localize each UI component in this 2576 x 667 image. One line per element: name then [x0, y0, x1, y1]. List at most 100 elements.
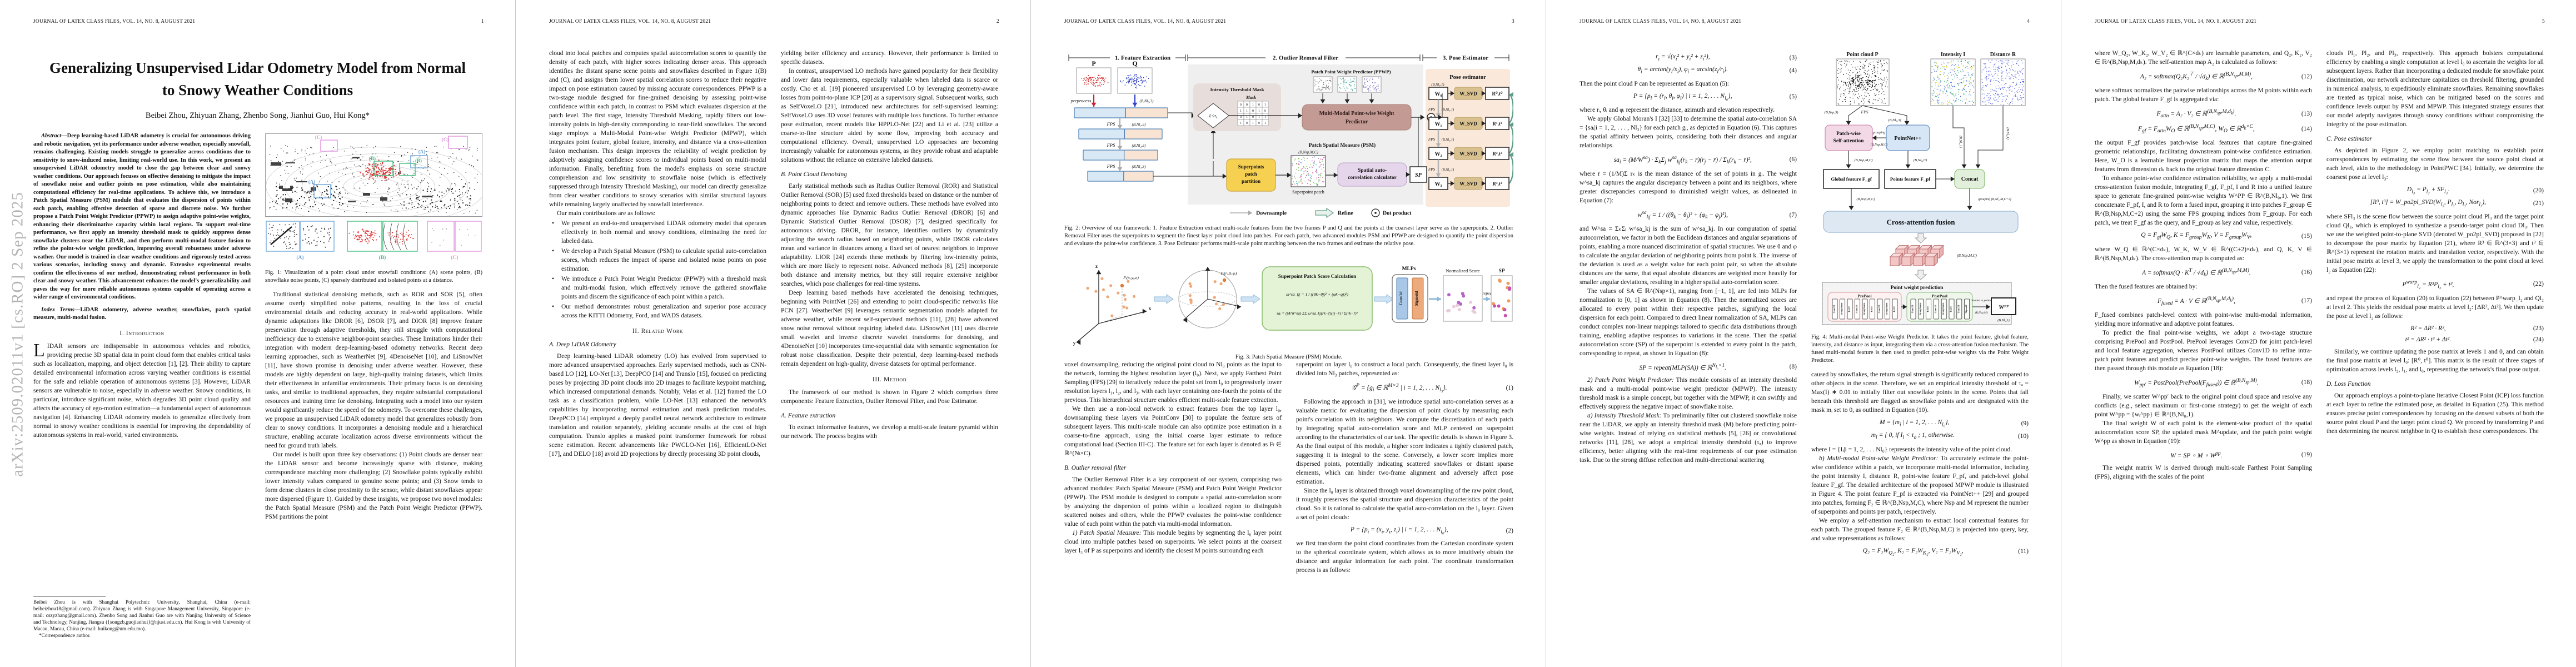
svg-text:GroupNorm: GroupNorm — [1863, 302, 1866, 315]
svg-text:0: 0 — [1258, 103, 1260, 107]
lead-label: a) Intensity Threshold Mask: — [1587, 412, 1662, 419]
paragraph: To enhance point-wise confidence estimat… — [2095, 175, 2312, 227]
svg-text:(B,Nsp,M,C): (B,Nsp,M,C) — [1854, 158, 1872, 162]
figure-fig4: Point cloud P Intensity I Distance R FPS (B,… — [1811, 50, 2029, 331]
svg-text:Q: Q — [1132, 59, 1137, 67]
svg-text:2. Outlier Removal Filter: 2. Outlier Removal Filter — [1273, 55, 1338, 62]
equation: R² = ΔR² · R³, (23) — [2326, 325, 2544, 332]
svg-text:(A): (A) — [418, 149, 426, 155]
svg-text:Patch Spatial Measure (PSM): Patch Spatial Measure (PSM) — [1309, 142, 1376, 148]
svg-text:ω^sa_kj = 1 / ((θk−θj)² + (φk−: ω^sa_kj = 1 / ((θk−θj)² + (φk−φj)²) — [1286, 292, 1348, 297]
paragraph: To extract informative features, we deve… — [781, 424, 998, 440]
svg-text:Point weight prediction: Point weight prediction — [1891, 285, 1944, 291]
svg-text:(B,Nsp,M,C): (B,Nsp,M,C) — [1856, 197, 1875, 201]
svg-text:1: 1 — [1240, 109, 1242, 113]
svg-text:(B,Nl₀,1): (B,Nl₀,1) — [1997, 318, 2009, 322]
page-header: JOURNAL OF LATEX CLASS FILES, VOL. 14, N… — [2095, 19, 2545, 24]
subsection-heading: C. Pose estimator — [2326, 136, 2373, 142]
paragraph: Deep learning-based LiDAR odometry (LO) … — [549, 353, 766, 457]
svg-text:0: 0 — [1252, 116, 1254, 119]
column-right: Point cloud P Intensity I Distance R FPS (B,… — [1811, 49, 2029, 560]
svg-text:0: 0 — [1240, 103, 1242, 107]
equation: A₂ = softmax(Q₂K₂⊤ / √dk) ∈ ℝ(B,Nsp,M,M)… — [2095, 71, 2312, 82]
page-header: JOURNAL OF LATEX CLASS FILES, VOL. 14, N… — [1064, 19, 1514, 24]
equation: wsakj = 1 / ((θk − θj)² + (φk − φj)²), (7… — [1580, 210, 1797, 220]
figure-caption: Fig. 1: Visualization of a point cloud u… — [265, 270, 482, 283]
svg-text:Patch-wise: Patch-wise — [1836, 131, 1861, 137]
equation-number: (22) — [2533, 281, 2544, 288]
page-number: 1 — [481, 19, 484, 24]
svg-text:SP: SP — [1499, 268, 1505, 273]
page-1: JOURNAL OF LATEX CLASS FILES, VOL. 14, N… — [0, 0, 515, 667]
paragraph: To predict the final point-wise weights,… — [2095, 329, 2312, 372]
abs-label: Abstract — [41, 133, 62, 139]
journal-header: JOURNAL OF LATEX CLASS FILES, VOL. 14, N… — [1064, 19, 1227, 24]
equation-number: (10) — [2017, 432, 2029, 440]
column-left: where W_Q₂, W_K₂, W_V₂ ∈ ℝ^(C×dₖ) are le… — [2095, 49, 2312, 481]
page-number: 2 — [996, 19, 999, 24]
equation-number: (18) — [2301, 379, 2312, 386]
svg-text:1: 1 — [1264, 103, 1266, 107]
paragraph: where W_Q ∈ ℝ^(C×dₖ), W_K, W_V ∈ ℝ^((C+2… — [2095, 246, 2312, 262]
paragraph: We apply Global Moran's I [32] [33] to d… — [1580, 115, 1797, 149]
equation-body: W = SP ∘ M ∘ Wpp. — [2170, 450, 2223, 459]
svg-text:W₂: W₂ — [1435, 151, 1442, 157]
paragraph: Deep learning based methods have acceler… — [781, 290, 998, 367]
equation-number: (21) — [2533, 200, 2544, 207]
paragraph: the output F_gf provides patch-wise loca… — [2095, 140, 2312, 173]
page-2: JOURNAL OF LATEX CLASS FILES, VOL. 14, N… — [515, 0, 1030, 667]
svg-text:MLPs: MLPs — [1402, 266, 1416, 272]
paragraph: Then the fused features are obtained by: — [2095, 283, 2198, 290]
column-right: clouds Pl₁, Pl₂, and Pl₃, respectively. … — [2326, 49, 2544, 481]
svg-text:ReLU: ReLU — [1893, 306, 1896, 312]
svg-text:Patch Point Weight Predictor (: Patch Point Weight Predictor (PPWP) — [1311, 69, 1391, 74]
journal-header: JOURNAL OF LATEX CLASS FILES, VOL. 14, N… — [33, 19, 196, 24]
journal-header: JOURNAL OF LATEX CLASS FILES, VOL. 14, N… — [2095, 19, 2257, 24]
svg-text:(B,Nl₂,1): (B,Nl₂,1) — [1442, 138, 1454, 142]
svg-text:(B,Nsp,M,C): (B,Nsp,M,C) — [1957, 253, 1977, 258]
paragraph: Then the point cloud P can be represente… — [1580, 80, 1730, 87]
paragraph-lead: 2) Patch Point Weight Predictor: This mo… — [1580, 376, 1797, 410]
paragraph: where softmax normalizes the pairwise re… — [2095, 87, 2312, 103]
bullet-marker: • — [552, 220, 555, 227]
svg-text:FPS: FPS — [1861, 109, 1869, 115]
bullet-item: • We introduce a Patch Point Weight Predi… — [549, 275, 766, 301]
equation-number: (17) — [2301, 297, 2312, 305]
paragraph: and repeat the process of Equation (20) … — [2326, 295, 2544, 320]
svg-text:Iᵢ<τ₀: Iᵢ<τ₀ — [1209, 113, 1218, 118]
svg-text:FPS: FPS — [1428, 107, 1436, 112]
equation-number: (14) — [2301, 125, 2312, 132]
svg-text:ReLU: ReLU — [1870, 306, 1873, 312]
equation-number: (24) — [2533, 336, 2544, 343]
svg-text:GroupNorm: GroupNorm — [1942, 302, 1945, 315]
svg-text:1: 1 — [1246, 116, 1248, 119]
paragraph: Since the l₀ layer is obtained through v… — [1296, 487, 1513, 521]
equation-number: (5) — [1789, 93, 1797, 101]
journal-header: JOURNAL OF LATEX CLASS FILES, VOL. 14, N… — [1580, 19, 1742, 24]
equation-number: (8) — [1789, 364, 1797, 371]
svg-text:3. Pose Estimator: 3. Pose Estimator — [1443, 55, 1488, 62]
bullet-text: Our method demonstrates robust generaliz… — [561, 303, 766, 319]
equation: A = softmax(Q · KT / √dk) ∈ ℝ(B,Nsp,M,M)… — [2095, 267, 2312, 278]
svg-text:Superpoint patch: Superpoint patch — [1292, 189, 1325, 195]
paragraph: voxel downsampling, reducing the origina… — [1064, 361, 1282, 404]
fullwidth-figures: 1. Feature Extraction 2. Outlier Removal … — [1064, 49, 1514, 367]
equation-number: (7) — [1789, 211, 1797, 218]
svg-text:Conv1D: Conv1D — [1957, 305, 1960, 313]
svg-text:W_SVD: W_SVD — [1459, 151, 1477, 157]
svg-text:y: y — [1073, 340, 1076, 346]
svg-text:W₁: W₁ — [1435, 121, 1442, 127]
equation-body: A = softmax(Q · KT / √dk) ∈ ℝ(B,Nsp,M,M)… — [2142, 267, 2251, 278]
svg-text:FPS: FPS — [1428, 167, 1436, 172]
paragraph: yielding better efficiency and accuracy.… — [781, 50, 998, 66]
equation-number: (11) — [2018, 548, 2029, 555]
paragraph: where I = {Iᵢ|i = 1, 2, . . . Nl₀} repre… — [1811, 446, 2012, 453]
bullet-item: • We present an end-to-end unsupervised L… — [549, 219, 766, 246]
svg-text:(B,Nl₀,3): (B,Nl₀,3) — [1140, 99, 1154, 103]
svg-text:Intensity Threshold Mask: Intensity Threshold Mask — [1210, 87, 1264, 92]
paragraph: cloud into local patches and computes sp… — [549, 50, 766, 208]
svg-text:(B,Nl₀,1): (B,Nl₀,1) — [2006, 127, 2010, 139]
paragraph-lead: b) Multi-modal Point-wise Weight Predict… — [1811, 455, 2029, 515]
svg-text:FPS: FPS — [1107, 163, 1115, 169]
svg-text:1: 1 — [1252, 122, 1254, 125]
